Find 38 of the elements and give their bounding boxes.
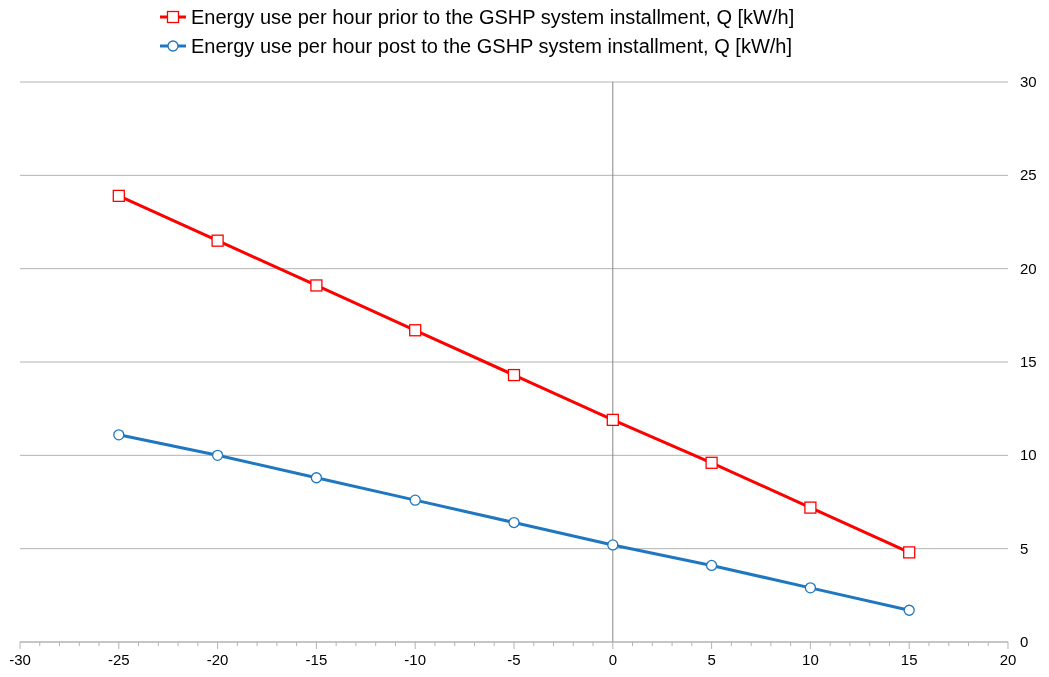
point: [112, 189, 125, 203]
point: [211, 449, 224, 461]
x-tick-label: -10: [404, 651, 427, 668]
point: [508, 516, 520, 529]
legend-label: Energy use per hour prior to the GSHP system installment, Q [kW/h]: [191, 6, 795, 28]
x-tick-label: 15: [900, 651, 918, 668]
y-tick-label: 5: [1020, 539, 1029, 557]
point: [804, 501, 817, 514]
x-tick-label: 0: [608, 651, 617, 668]
point: [705, 456, 718, 469]
point: [310, 472, 323, 484]
point: [211, 234, 224, 247]
point: [310, 279, 323, 292]
point: [903, 604, 915, 616]
x-tick-label: -15: [305, 651, 328, 668]
x-tick-label: 5: [707, 651, 716, 668]
y-tick-label: 20: [1020, 259, 1037, 277]
y-tick-label: 0: [1020, 633, 1029, 650]
point: [409, 494, 421, 506]
x-tick-label: 20: [999, 651, 1017, 668]
x-tick-label: -25: [107, 651, 130, 668]
point: [903, 546, 916, 559]
point: [804, 582, 817, 594]
y-tick-label: 10: [1020, 446, 1037, 464]
legend-label: Energy use per hour post to the GSHP system installment, Q [kW/h]: [191, 35, 792, 57]
y-tick-label: 25: [1020, 166, 1037, 184]
point: [606, 413, 619, 427]
point: [607, 539, 619, 551]
x-tick-label: -20: [206, 651, 229, 668]
point: [409, 324, 422, 337]
x-tick-label: -30: [9, 651, 31, 668]
x-tick-label: -5: [507, 651, 521, 668]
y-tick-label: 15: [1020, 353, 1037, 370]
y-tick-label: 30: [1020, 73, 1037, 90]
point: [113, 429, 125, 441]
x-tick-label: 10: [802, 651, 819, 668]
point: [507, 368, 521, 382]
point: [705, 559, 718, 572]
